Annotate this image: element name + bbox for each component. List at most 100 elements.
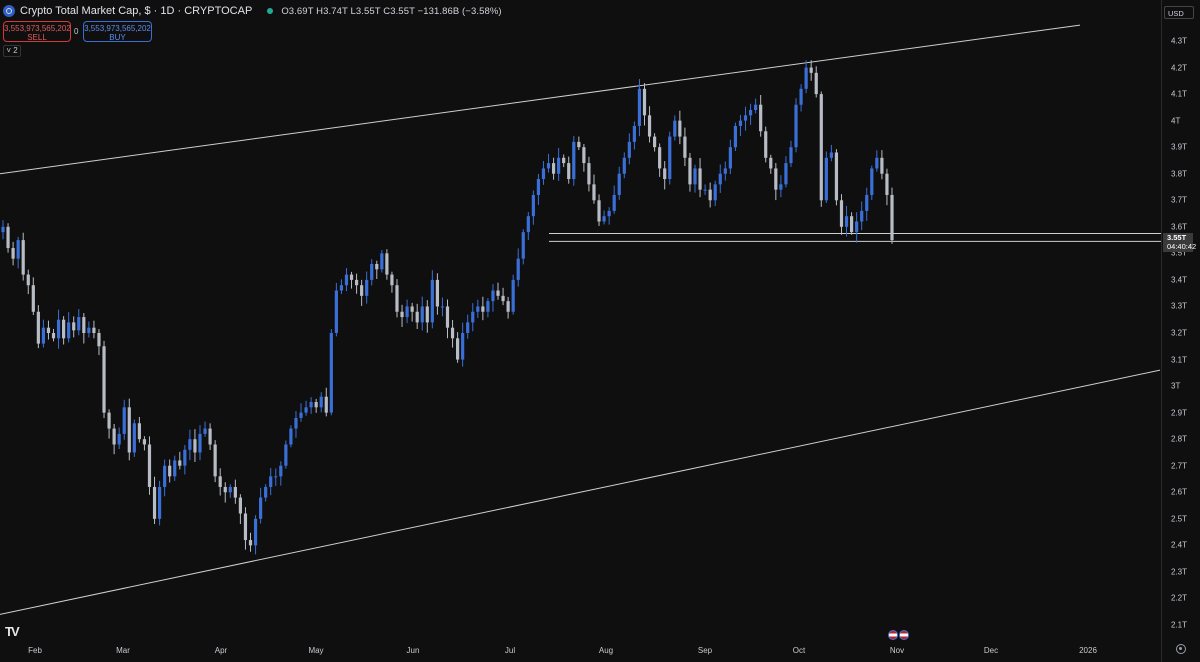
candle-body — [738, 120, 743, 126]
candle-body — [748, 110, 753, 116]
buy-price: 3,553,973,565,202 — [84, 24, 151, 33]
buy-button[interactable]: 3,553,973,565,202 BUY — [83, 21, 152, 42]
indicators-toggle[interactable]: ˅ 2 — [3, 45, 21, 57]
candle-body — [521, 232, 525, 259]
time-tick-label: Mar — [116, 646, 130, 655]
candle-body — [127, 407, 131, 453]
price-tick-label: 4.3T — [1171, 36, 1188, 46]
candle-body — [678, 120, 682, 137]
candle-body — [683, 136, 687, 158]
price-tick-label: 4.1T — [1171, 89, 1188, 99]
candle-body — [839, 200, 844, 227]
candle-body — [147, 444, 152, 487]
candle-body — [188, 439, 192, 450]
candle-body — [733, 125, 738, 148]
time-tick-label: Apr — [214, 646, 228, 655]
candle-body — [92, 327, 96, 333]
time-tick-label: Nov — [889, 646, 905, 655]
us-flag-event-icon[interactable] — [888, 630, 898, 640]
candle-body — [193, 439, 197, 453]
candle-body — [855, 221, 859, 233]
candle-body — [632, 125, 636, 142]
candle-body — [592, 184, 596, 201]
candle-body — [82, 317, 86, 333]
candle-body — [506, 301, 510, 312]
ohlc-values: O3.69T H3.74T L3.55T C3.55T −131.86B (−3… — [281, 5, 502, 17]
candle-body — [6, 226, 10, 249]
candle-body — [557, 157, 561, 174]
candle-body — [774, 168, 778, 190]
candle-body — [97, 333, 101, 347]
price-tick-label: 2.7T — [1171, 461, 1188, 471]
candle-body — [329, 333, 333, 413]
time-tick-label: Aug — [598, 646, 614, 655]
candle-body — [385, 253, 389, 275]
candle-body — [541, 168, 546, 180]
candle-body — [137, 423, 141, 440]
candle-body — [228, 486, 232, 493]
time-tick-label: Jun — [406, 646, 420, 655]
candle-body — [445, 306, 450, 328]
price-tick-label: 3.9T — [1171, 142, 1188, 152]
candle-body — [622, 157, 626, 174]
sell-price: 3,553,973,565,202 — [4, 24, 71, 33]
buy-label: BUY — [109, 33, 126, 42]
candle-body — [233, 486, 237, 498]
candle-body — [642, 88, 647, 116]
price-tick-label: 3.8T — [1171, 169, 1188, 179]
candle-body — [380, 253, 384, 270]
time-tick-label: Dec — [983, 646, 999, 655]
price-tick-label: 4T — [1171, 116, 1181, 126]
candle-body — [708, 189, 712, 201]
candle-body — [324, 396, 328, 413]
candle-body — [764, 131, 768, 158]
price-tick-label: 2.8T — [1171, 434, 1188, 444]
candle-body — [269, 476, 273, 487]
symbol-title[interactable]: Crypto Total Market Cap, $ · 1D · CRYPTO… — [20, 5, 253, 17]
candle-body — [132, 423, 136, 453]
us-flag-event-icon[interactable] — [899, 630, 909, 640]
candle-body — [885, 173, 889, 195]
candle-body — [551, 163, 556, 174]
currency-selector[interactable]: USD — [1164, 6, 1194, 19]
candle-body — [809, 67, 813, 73]
candle-body — [284, 444, 288, 466]
candle-body — [723, 168, 727, 174]
indicator-count: 2 — [13, 46, 18, 55]
candle-body — [87, 327, 91, 333]
candle-body — [658, 147, 662, 169]
settings-gear-icon[interactable] — [1176, 644, 1186, 654]
candle-body — [274, 476, 278, 478]
candle-body — [743, 115, 748, 121]
candle-body — [375, 263, 379, 270]
candle-body — [471, 311, 475, 323]
candle-body — [804, 67, 808, 89]
candle-body — [173, 460, 177, 477]
candle-body — [501, 295, 505, 302]
time-tick-label: Oct — [792, 646, 806, 655]
candle-body — [834, 152, 839, 201]
sell-label: SELL — [27, 33, 47, 42]
candle-body — [314, 402, 318, 408]
sell-button[interactable]: 3,553,973,565,202 SELL — [3, 21, 71, 42]
candle-body — [334, 290, 338, 333]
candle-body — [11, 248, 15, 259]
candle-body — [865, 194, 869, 211]
candle-body — [289, 428, 293, 445]
time-tick-label: Sep — [697, 646, 713, 655]
spread-value: 0 — [74, 27, 79, 36]
price-tick-label: 3.3T — [1171, 301, 1188, 311]
candle-body — [824, 157, 828, 201]
price-axis-divider — [1161, 0, 1162, 662]
candle-body — [344, 274, 349, 286]
candle-body — [784, 163, 788, 185]
candle-body — [117, 433, 121, 445]
candle-body — [572, 141, 576, 180]
candle-body — [844, 216, 849, 227]
candle-body — [405, 306, 409, 318]
price-tick-label: 3.4T — [1171, 275, 1188, 285]
bar-countdown: 04:40:42 — [1167, 242, 1197, 251]
candle-body — [400, 311, 404, 318]
candle-body — [31, 285, 35, 312]
